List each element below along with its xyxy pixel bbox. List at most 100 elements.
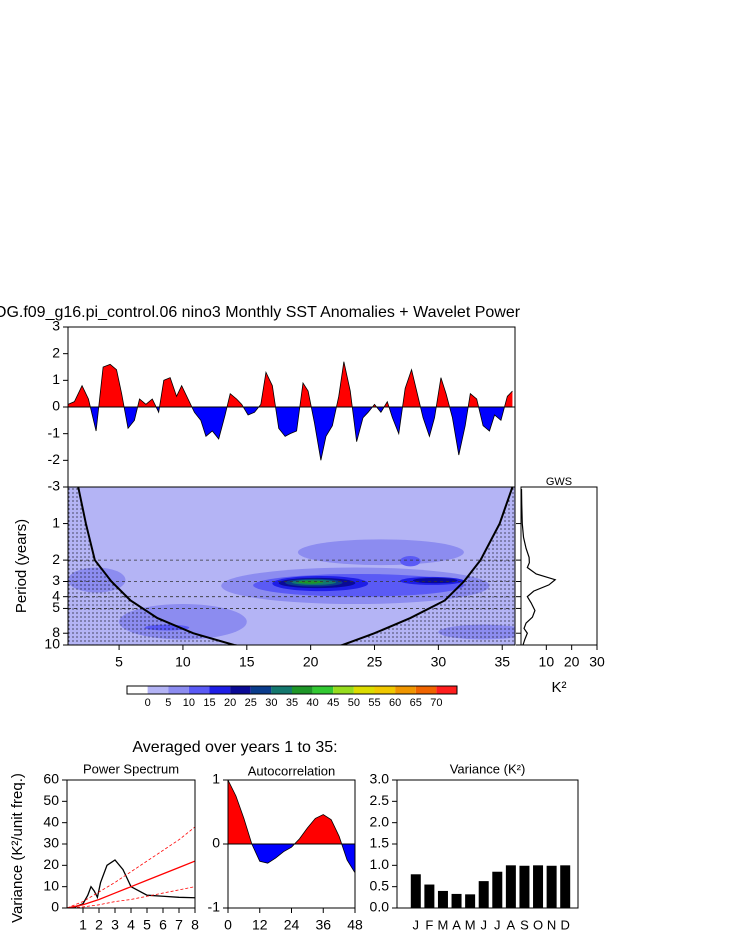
y-tick-label: 0 (52, 398, 60, 414)
x-tick-label: 20 (303, 654, 319, 670)
x-tick-label: 10 (175, 654, 191, 670)
x-axis-label: K² (552, 679, 567, 696)
negative-area (228, 844, 355, 873)
positive-area (228, 780, 355, 844)
y-tick-label: 4 (52, 587, 60, 603)
colorbar-label: 35 (286, 697, 298, 709)
colorbar-swatch (353, 686, 375, 694)
power-contour (400, 556, 421, 567)
colorbar-swatch (250, 686, 272, 694)
colorbar-label: 45 (327, 697, 339, 709)
x-tick-label: 25 (367, 654, 383, 670)
y-tick-label: 10 (43, 877, 59, 893)
y-tick-label: 2 (52, 551, 60, 567)
bar (533, 865, 544, 908)
x-tick-label: 30 (431, 654, 447, 670)
y-tick-label: 0 (51, 899, 59, 915)
bar (465, 894, 476, 908)
x-tick-label: J (480, 917, 487, 932)
bar (424, 884, 435, 908)
y-tick-label: -1 (48, 424, 61, 440)
colorbar-label: 5 (165, 697, 171, 709)
gws-title: GWS (546, 476, 572, 488)
y-tick-label: -2 (48, 451, 61, 467)
y-tick-label: -1 (208, 899, 221, 915)
average-note: Averaged over years 1 to 35: (132, 739, 337, 756)
colorbar-label: 65 (410, 697, 422, 709)
x-tick-label: D (561, 917, 570, 932)
colorbar-label: 60 (389, 697, 401, 709)
colorbar-swatch (395, 686, 416, 694)
y-tick-label: 0.0 (370, 899, 390, 915)
y-tick-label: 0 (212, 835, 220, 851)
coi-hatch (68, 487, 515, 645)
x-tick-label: 0 (224, 917, 232, 933)
x-tick-label: 10 (539, 654, 555, 670)
y-tick-label: 2 (52, 344, 60, 360)
spectrum-line (67, 826, 195, 908)
bar (492, 871, 503, 908)
bar (451, 893, 462, 908)
colorbar-label: 30 (265, 697, 277, 709)
bar (437, 890, 448, 908)
spectrum-line (67, 859, 195, 908)
x-tick-label: 7 (175, 917, 183, 933)
x-tick-label: N (547, 917, 556, 932)
colorbar-swatch (168, 686, 189, 694)
x-tick-label: 8 (191, 917, 199, 933)
y-tick-label: 1 (212, 771, 220, 787)
colorbar-swatch (312, 686, 334, 694)
x-tick-label: 30 (589, 654, 605, 670)
bar (546, 865, 557, 908)
y-axis-label: Variance (K²/unit freq.) (9, 773, 26, 923)
plot-frame (396, 779, 579, 909)
x-tick-label: M (438, 917, 449, 932)
colorbar-swatch (292, 686, 313, 694)
x-tick-label: 3 (111, 917, 119, 933)
colorbar-label: 10 (183, 697, 195, 709)
y-tick-label: 1.5 (370, 835, 390, 851)
x-tick-label: 6 (159, 917, 167, 933)
colorbar-swatch (415, 686, 437, 694)
y-tick-label: 1.0 (370, 856, 390, 872)
y-tick-label: 5 (52, 599, 60, 615)
colorbar-frame (126, 685, 458, 695)
colorbar-label: 70 (430, 697, 442, 709)
colorbar-label: 40 (307, 697, 319, 709)
x-tick-label: 5 (115, 654, 123, 670)
bar (519, 865, 530, 908)
panel-title: Autocorrelation (248, 763, 335, 778)
x-tick-label: 12 (252, 917, 268, 933)
negative-area (68, 407, 513, 461)
y-tick-label: 3.0 (370, 771, 390, 787)
gws-line (520, 489, 557, 646)
colorbar-swatch (209, 686, 231, 694)
y-tick-label: 0.5 (370, 877, 390, 893)
series-outline (227, 779, 356, 874)
figure-title: OG.f09_g16.pi_control.06 nino3 Monthly S… (0, 304, 521, 321)
x-tick-label: 5 (143, 917, 151, 933)
bar (478, 881, 489, 908)
y-tick-label: 40 (43, 813, 59, 829)
y-axis-label: Period (years) (13, 519, 30, 613)
colorbar-swatch (374, 686, 396, 694)
series-outline (67, 361, 513, 461)
x-tick-label: 2 (95, 917, 103, 933)
plot-frame (66, 779, 196, 909)
x-tick-label: O (533, 917, 543, 932)
x-tick-label: J (413, 917, 420, 932)
colorbar-label: 15 (203, 697, 215, 709)
panel-title: Variance (K²) (450, 761, 526, 776)
colorbar-swatch (188, 686, 210, 694)
x-tick-label: 15 (239, 654, 255, 670)
positive-area (68, 361, 513, 407)
panel-title: Power Spectrum (83, 761, 179, 776)
x-tick-label: M (465, 917, 476, 932)
y-tick-label: 50 (43, 792, 59, 808)
x-tick-label: 35 (494, 654, 510, 670)
colorbar-label: 55 (368, 697, 380, 709)
plot-frame (67, 486, 516, 646)
colorbar-swatch (147, 686, 169, 694)
colorbar-swatch (271, 686, 292, 694)
